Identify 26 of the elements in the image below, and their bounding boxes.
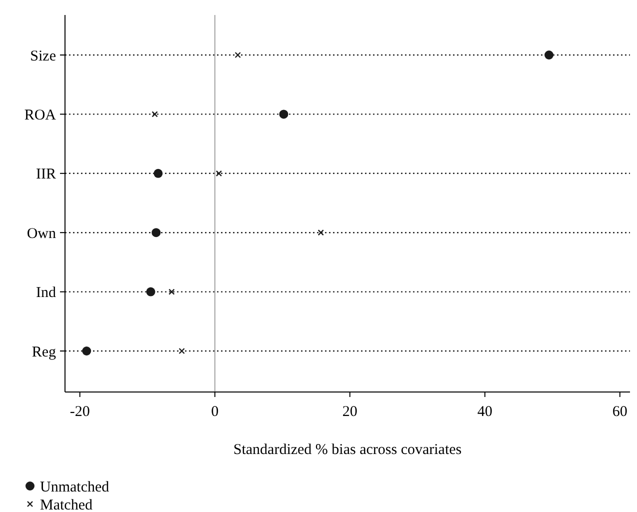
y-tick-label: IIR <box>36 166 56 183</box>
point <box>152 111 158 118</box>
x-axis-title: Standardized % bias across covariates <box>233 442 462 458</box>
y-tick-label: ROA <box>24 107 56 124</box>
point <box>544 50 554 60</box>
x-tick-label: 0 <box>211 404 219 420</box>
point <box>216 170 222 176</box>
legend-label: Matched <box>40 497 93 512</box>
point <box>318 230 324 236</box>
y-tick-label: Own <box>26 226 56 242</box>
point <box>152 228 161 238</box>
point <box>178 348 185 354</box>
x-tick-label: -20 <box>70 404 90 420</box>
x-tick-label: 20 <box>342 404 358 420</box>
point <box>279 110 288 119</box>
point <box>168 288 175 295</box>
y-tick-label: Reg <box>32 344 56 360</box>
point <box>146 287 156 296</box>
point <box>154 168 163 178</box>
x-tick-label: 60 <box>612 404 628 420</box>
x-tick-label: 40 <box>477 404 492 420</box>
legend-label: Unmatched <box>40 479 110 496</box>
y-tick-label: Size <box>30 48 56 64</box>
point <box>82 346 92 356</box>
y-tick-label: Ind <box>36 285 56 302</box>
point <box>234 52 241 58</box>
